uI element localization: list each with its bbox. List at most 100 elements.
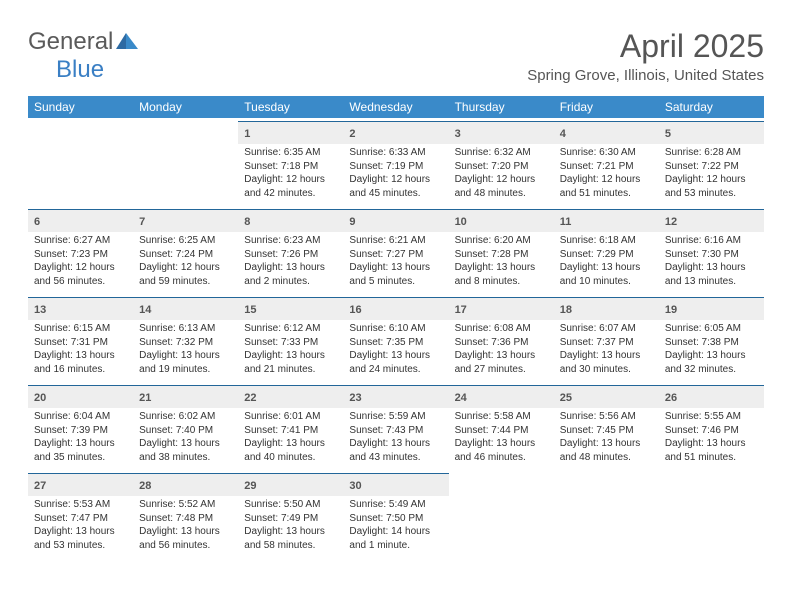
calendar-day-cell: 5 Sunrise: 6:28 AMSunset: 7:22 PMDaylight… bbox=[659, 118, 764, 206]
calendar-day-cell: 23 Sunrise: 5:59 AMSunset: 7:43 PMDayligh… bbox=[343, 382, 448, 470]
day-number: 17 bbox=[455, 304, 467, 316]
day-number: 27 bbox=[34, 480, 46, 492]
day-info: Sunrise: 6:28 AMSunset: 7:22 PMDaylight:… bbox=[665, 146, 758, 200]
daylight-line: Daylight: 13 hours and 40 minutes. bbox=[244, 437, 337, 464]
daylight-line: Daylight: 12 hours and 48 minutes. bbox=[455, 173, 548, 200]
sunset-line: Sunset: 7:41 PM bbox=[244, 424, 337, 438]
calendar-day-cell: 3Sunrise: 6:32 AMSunset: 7:20 PMDaylight… bbox=[449, 118, 554, 206]
calendar-table: Sunday Monday Tuesday Wednesday Thursday… bbox=[28, 96, 764, 558]
day-number: 11 bbox=[560, 216, 572, 228]
sunrise-line: Sunrise: 6:27 AM bbox=[34, 234, 127, 248]
calendar-day-cell: 10 Sunrise: 6:20 AMSunset: 7:28 PMDayligh… bbox=[449, 206, 554, 294]
day-info: Sunrise: 5:59 AMSunset: 7:43 PMDaylight:… bbox=[349, 410, 442, 464]
calendar-day-cell: 2Sunrise: 6:33 AMSunset: 7:19 PMDaylight… bbox=[343, 118, 448, 206]
sunset-line: Sunset: 7:44 PM bbox=[455, 424, 548, 438]
day-info: Sunrise: 6:21 AMSunset: 7:27 PMDaylight:… bbox=[349, 234, 442, 288]
day-number: 29 bbox=[244, 480, 256, 492]
weekday-header: Monday bbox=[133, 96, 238, 118]
sunrise-line: Sunrise: 5:55 AM bbox=[665, 410, 758, 424]
day-number-bar: 16 bbox=[343, 297, 448, 320]
weekday-header: Saturday bbox=[659, 96, 764, 118]
daylight-line: Daylight: 12 hours and 53 minutes. bbox=[665, 173, 758, 200]
sunset-line: Sunset: 7:29 PM bbox=[560, 248, 653, 262]
daylight-line: Daylight: 13 hours and 51 minutes. bbox=[665, 437, 758, 464]
calendar-day-cell: 4 Sunrise: 6:30 AMSunset: 7:21 PMDaylight… bbox=[554, 118, 659, 206]
day-number: 5 bbox=[665, 128, 671, 140]
sunrise-line: Sunrise: 6:28 AM bbox=[665, 146, 758, 160]
sunset-line: Sunset: 7:38 PM bbox=[665, 336, 758, 350]
day-number-bar: 27 bbox=[28, 473, 133, 496]
sunrise-line: Sunrise: 6:02 AM bbox=[139, 410, 232, 424]
day-number: 23 bbox=[349, 392, 361, 404]
sunrise-line: Sunrise: 6:04 AM bbox=[34, 410, 127, 424]
day-number: 10 bbox=[455, 216, 467, 228]
day-number-bar: 28 bbox=[133, 473, 238, 496]
day-info: Sunrise: 6:30 AMSunset: 7:21 PMDaylight:… bbox=[560, 146, 653, 200]
weekday-header: Friday bbox=[554, 96, 659, 118]
sunrise-line: Sunrise: 6:18 AM bbox=[560, 234, 653, 248]
calendar-day-cell: 13Sunrise: 6:15 AMSunset: 7:31 PMDayligh… bbox=[28, 294, 133, 382]
day-number: 18 bbox=[560, 304, 572, 316]
calendar-day-cell: 7Sunrise: 6:25 AMSunset: 7:24 PMDaylight… bbox=[133, 206, 238, 294]
sunset-line: Sunset: 7:28 PM bbox=[455, 248, 548, 262]
calendar-day-cell: 26Sunrise: 5:55 AMSunset: 7:46 PMDayligh… bbox=[659, 382, 764, 470]
day-number-bar: 8 bbox=[238, 209, 343, 232]
calendar-week-row: 27 Sunrise: 5:53 AMSunset: 7:47 PMDayligh… bbox=[28, 470, 764, 558]
day-number: 3 bbox=[455, 128, 461, 140]
day-number: 14 bbox=[139, 304, 151, 316]
logo-text-general: General bbox=[28, 28, 113, 56]
daylight-line: Daylight: 13 hours and 58 minutes. bbox=[244, 525, 337, 552]
sunrise-line: Sunrise: 5:56 AM bbox=[560, 410, 653, 424]
calendar-day-cell bbox=[133, 118, 238, 206]
day-number: 4 bbox=[560, 128, 566, 140]
day-number: 12 bbox=[665, 216, 677, 228]
daylight-line: Daylight: 12 hours and 42 minutes. bbox=[244, 173, 337, 200]
day-info: Sunrise: 6:13 AMSunset: 7:32 PMDaylight:… bbox=[139, 322, 232, 376]
daylight-line: Daylight: 13 hours and 24 minutes. bbox=[349, 349, 442, 376]
calendar-week-row: 13Sunrise: 6:15 AMSunset: 7:31 PMDayligh… bbox=[28, 294, 764, 382]
sunset-line: Sunset: 7:40 PM bbox=[139, 424, 232, 438]
day-number: 1 bbox=[244, 128, 250, 140]
sunrise-line: Sunrise: 5:59 AM bbox=[349, 410, 442, 424]
day-number-bar: 30 bbox=[343, 473, 448, 496]
daylight-line: Daylight: 13 hours and 35 minutes. bbox=[34, 437, 127, 464]
daylight-line: Daylight: 13 hours and 10 minutes. bbox=[560, 261, 653, 288]
day-info: Sunrise: 6:20 AMSunset: 7:28 PMDaylight:… bbox=[455, 234, 548, 288]
day-number: 26 bbox=[665, 392, 677, 404]
day-info: Sunrise: 6:07 AMSunset: 7:37 PMDaylight:… bbox=[560, 322, 653, 376]
calendar-week-row: 1Sunrise: 6:35 AMSunset: 7:18 PMDaylight… bbox=[28, 118, 764, 206]
day-info: Sunrise: 6:27 AMSunset: 7:23 PMDaylight:… bbox=[34, 234, 127, 288]
sunset-line: Sunset: 7:48 PM bbox=[139, 512, 232, 526]
daylight-line: Daylight: 13 hours and 43 minutes. bbox=[349, 437, 442, 464]
sunset-line: Sunset: 7:36 PM bbox=[455, 336, 548, 350]
sunset-line: Sunset: 7:18 PM bbox=[244, 160, 337, 174]
daylight-line: Daylight: 13 hours and 27 minutes. bbox=[455, 349, 548, 376]
day-number-bar: 19 bbox=[659, 297, 764, 320]
day-number-bar: 26 bbox=[659, 385, 764, 408]
sunset-line: Sunset: 7:26 PM bbox=[244, 248, 337, 262]
day-number: 9 bbox=[349, 216, 355, 228]
day-number: 16 bbox=[349, 304, 361, 316]
daylight-line: Daylight: 13 hours and 13 minutes. bbox=[665, 261, 758, 288]
day-number: 20 bbox=[34, 392, 46, 404]
day-number: 7 bbox=[139, 216, 145, 228]
day-info: Sunrise: 6:33 AMSunset: 7:19 PMDaylight:… bbox=[349, 146, 442, 200]
sunset-line: Sunset: 7:33 PM bbox=[244, 336, 337, 350]
day-number-bar: 29 bbox=[238, 473, 343, 496]
day-number: 28 bbox=[139, 480, 151, 492]
sunset-line: Sunset: 7:43 PM bbox=[349, 424, 442, 438]
daylight-line: Daylight: 12 hours and 56 minutes. bbox=[34, 261, 127, 288]
day-number-bar: 17 bbox=[449, 297, 554, 320]
daylight-line: Daylight: 13 hours and 21 minutes. bbox=[244, 349, 337, 376]
sunrise-line: Sunrise: 5:50 AM bbox=[244, 498, 337, 512]
day-info: Sunrise: 5:53 AMSunset: 7:47 PMDaylight:… bbox=[34, 498, 127, 552]
calendar-day-cell: 24Sunrise: 5:58 AMSunset: 7:44 PMDayligh… bbox=[449, 382, 554, 470]
calendar-day-cell: 18 Sunrise: 6:07 AMSunset: 7:37 PMDayligh… bbox=[554, 294, 659, 382]
logo-triangle-icon bbox=[116, 31, 138, 54]
sunset-line: Sunset: 7:32 PM bbox=[139, 336, 232, 350]
calendar-day-cell: 15Sunrise: 6:12 AMSunset: 7:33 PMDayligh… bbox=[238, 294, 343, 382]
calendar-day-cell: 12Sunrise: 6:16 AMSunset: 7:30 PMDayligh… bbox=[659, 206, 764, 294]
calendar-day-cell: 21Sunrise: 6:02 AMSunset: 7:40 PMDayligh… bbox=[133, 382, 238, 470]
calendar-day-cell bbox=[554, 470, 659, 558]
day-number: 13 bbox=[34, 304, 46, 316]
